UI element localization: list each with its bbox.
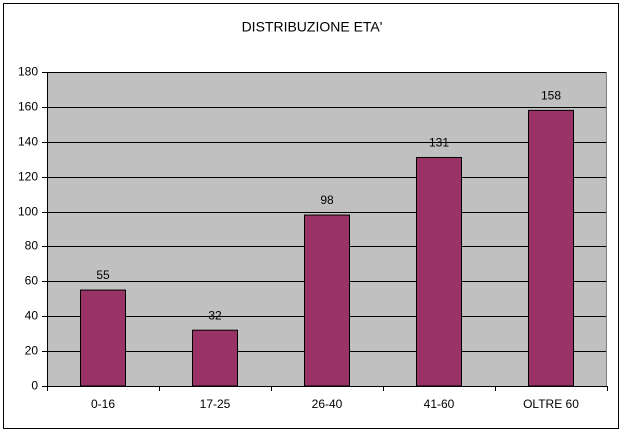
- y-tick-label: 40: [25, 309, 39, 323]
- y-tick-label: 80: [25, 239, 39, 253]
- y-tick-label: 20: [25, 344, 39, 358]
- y-tick-label: 140: [18, 135, 38, 149]
- y-tick-label: 0: [31, 379, 38, 393]
- bar: [528, 109, 574, 387]
- y-tick-label: 180: [18, 65, 38, 79]
- y-tick-label: 120: [18, 170, 38, 184]
- x-tick-label: 17-25: [200, 397, 231, 411]
- x-tick-label: OLTRE 60: [523, 397, 579, 411]
- bar: [80, 289, 126, 387]
- chart-title: DISTRIBUZIONE ETA': [242, 19, 383, 35]
- x-tick-label: 0-16: [91, 397, 115, 411]
- x-tick-label: 41-60: [424, 397, 455, 411]
- y-tick-label: 160: [18, 100, 38, 114]
- x-tick-label: 26-40: [312, 397, 343, 411]
- y-tick-label: 100: [18, 205, 38, 219]
- data-label: 55: [96, 268, 110, 282]
- data-label: 98: [320, 193, 334, 207]
- data-label: 158: [541, 89, 561, 103]
- y-tick-label: 60: [25, 274, 39, 288]
- data-label: 32: [208, 308, 222, 322]
- bar: [304, 214, 350, 387]
- data-label: 131: [429, 136, 449, 150]
- bar: [416, 156, 462, 387]
- bar: [192, 329, 238, 387]
